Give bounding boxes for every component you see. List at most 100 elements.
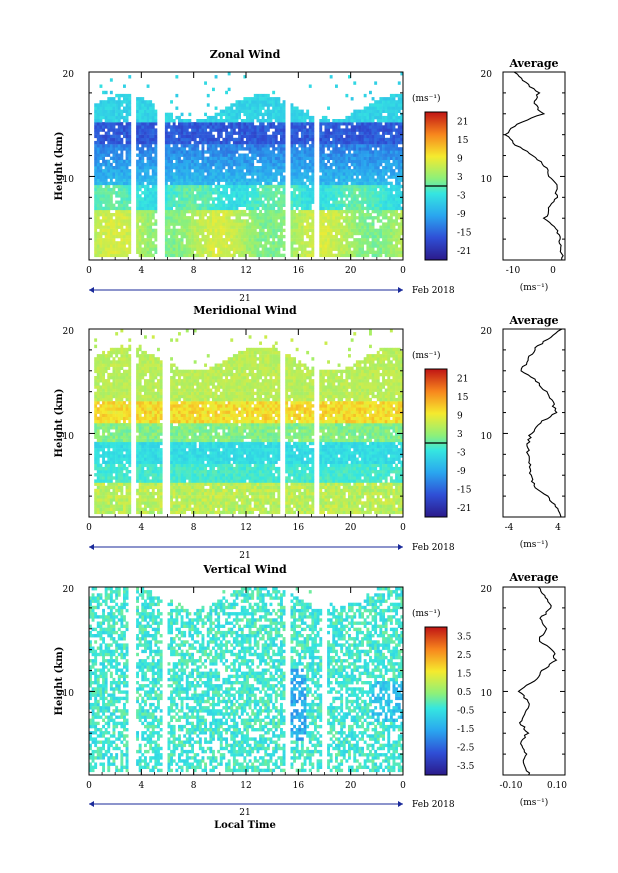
zonal-heatmap-cell [274,169,278,173]
zonal-heatmap-cell [332,140,336,145]
zonal-heatmap-cell [321,172,325,176]
zonal-heatmap-cell [295,119,299,123]
zonal-heatmap-cell [293,191,296,195]
zonal-heatmap-cell [128,122,132,126]
zonal-heatmap-cell [112,144,116,148]
zonal-heatmap-cell [340,153,344,157]
zonal-heatmap-cell [256,253,260,258]
zonal-heatmap-cell [272,203,276,207]
zonal-heatmap-cell [243,172,247,176]
zonal-heatmap-cell [266,209,270,214]
zonal-heatmap-cell [251,144,255,148]
zonal-heatmap-cell [361,225,364,229]
zonal-heatmap-cell [274,194,278,198]
zonal-heatmap-cell [371,122,375,126]
zonal-heatmap-cell [264,238,268,242]
zonal-heatmap-cell [125,238,129,242]
zonal-heatmap-cell [397,93,401,98]
zonal-heatmap-cell [219,219,223,223]
zonal-heatmap-cell [342,203,346,207]
zonal-heatmap-cell [206,234,210,239]
zonal-heatmap-cell [243,119,247,123]
zonal-heatmap-cell [342,250,346,254]
zonal-heatmap-cell [107,153,111,157]
zonal-heatmap-cell [337,213,341,217]
zonal-heatmap-cell [366,144,370,148]
zonal-heatmap-cell [261,238,265,242]
zonal-heatmap-cell [201,128,205,132]
zonal-heatmap-cell [217,225,221,229]
zonal-heatmap-cell [274,250,278,254]
zonal-heatmap-cell [243,203,247,207]
zonal-heatmap-cell [112,128,116,132]
zonal-heatmap-cell [371,172,375,176]
zonal-heatmap-cell [389,97,393,101]
zonal-heatmap-cell [225,106,228,110]
zonal-heatmap-cell [123,178,126,182]
zonal-heatmap-cell [112,213,116,217]
zonal-heatmap-cell [96,150,100,154]
zonal-heatmap-cell [353,81,357,85]
zonal-heatmap-cell [125,219,129,223]
zonal-heatmap-cell [136,112,139,117]
zonal-heatmap-cell [382,156,385,160]
zonal-heatmap-cell [144,103,147,107]
zonal-heatmap-cell [274,209,278,214]
zonal-heatmap-cell [225,128,228,132]
zonal-heatmap-cell [311,122,315,126]
zonal-heatmap-cell [300,225,304,229]
zonal-heatmap-cell [123,97,126,101]
zonal-heatmap-cell [198,213,202,217]
zonal-heatmap-cell [361,228,364,233]
zonal-heatmap-cell [248,213,252,217]
meridional-heatmap-cell [94,432,98,436]
zonal-heatmap-cell [149,231,153,236]
zonal-heatmap-cell [295,140,299,145]
zonal-heatmap-cell [112,134,116,139]
zonal-heatmap-cell [172,247,176,251]
zonal-ytick-20: 20 [63,70,75,80]
zonal-heatmap-cell [397,103,401,107]
zonal-heatmap-cell [149,181,153,186]
zonal-heatmap-cell [99,250,103,254]
zonal-heatmap-cell [335,238,338,242]
zonal-heatmap-cell [280,219,283,223]
zonal-heatmap-cell [172,166,176,170]
zonal-heatmap-cell [272,253,276,258]
zonal-heatmap-cell [128,250,132,254]
zonal-heatmap-cell [172,178,176,182]
zonal-heatmap-cell [366,119,370,123]
zonal-heatmap-cell [94,156,98,160]
zonal-heatmap-cell [107,213,111,217]
zonal-heatmap-cell [107,250,111,254]
zonal-heatmap-cell [261,159,265,164]
zonal-heatmap-cell [282,253,286,258]
zonal-heatmap-cell [300,178,304,182]
zonal-heatmap-cell [303,194,307,198]
zonal-heatmap-cell [256,175,260,179]
zonal-heatmap-cell [295,228,299,233]
zonal-heatmap-cell [376,131,380,135]
zonal-heatmap-cell [196,225,200,229]
zonal-heatmap-cell [240,184,244,189]
zonal-heatmap-cell [397,238,401,242]
zonal-heatmap-cell [280,125,283,129]
zonal-heatmap-cell [387,247,391,251]
zonal-heatmap-cell [251,191,255,195]
zonal-heatmap-cell [246,197,249,201]
zonal-heatmap-cell [345,178,349,182]
zonal-heatmap-cell [324,137,328,142]
zonal-heatmap-cell [240,250,244,254]
zonal-heatmap-cell [248,103,252,107]
zonal-heatmap-cell [395,175,398,179]
zonal-heatmap-cell [225,197,228,201]
zonal-heatmap-cell [232,115,236,120]
zonal-heatmap-cell [170,247,173,251]
zonal-heatmap-cell [321,184,325,189]
zonal-heatmap-cell [248,144,252,148]
zonal-heatmap-cell [183,234,187,239]
zonal-heatmap-cell [259,184,262,189]
zonal-heatmap-cell [188,137,192,142]
zonal-heatmap-cell [303,209,307,214]
zonal-heatmap-cell [397,197,401,201]
